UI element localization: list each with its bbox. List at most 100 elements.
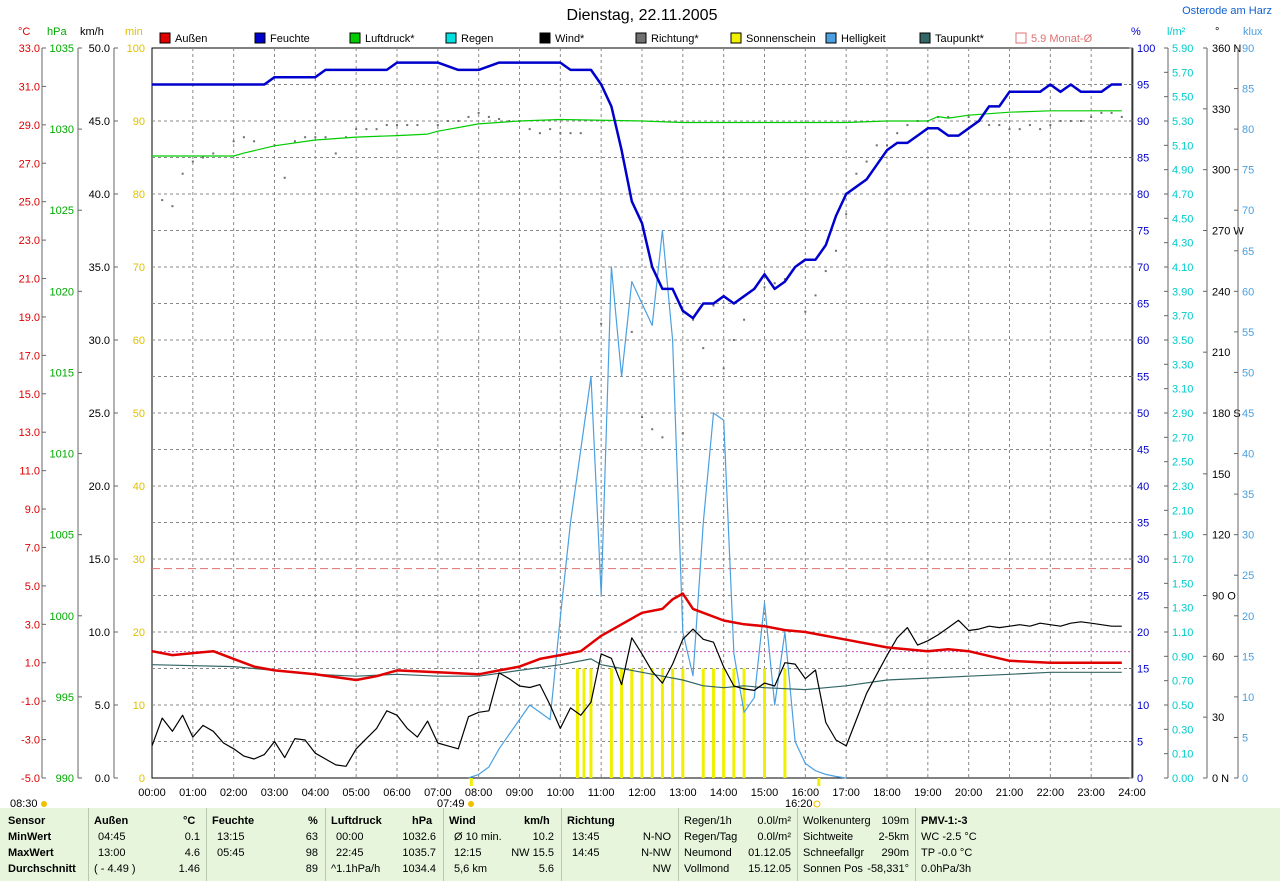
rain-axis-label: 5.70 bbox=[1172, 67, 1193, 79]
direction-point bbox=[732, 339, 735, 341]
neumond-label: Neumond bbox=[684, 847, 732, 859]
direction-point bbox=[508, 120, 511, 122]
direction-axis-label: 180 S bbox=[1212, 408, 1241, 420]
feuchte-min-value: 63 bbox=[305, 831, 318, 843]
direction-point bbox=[498, 117, 501, 120]
time-tick-label: 02:00 bbox=[220, 787, 248, 799]
rain-axis-label: 1.90 bbox=[1172, 530, 1193, 542]
plot-area bbox=[151, 61, 1132, 779]
luftdruck-unit: hPa bbox=[412, 815, 433, 827]
rain-axis-label: 3.70 bbox=[1172, 311, 1193, 323]
rain-axis-label: 5.30 bbox=[1172, 116, 1193, 128]
marker-left-label: 08:30 bbox=[10, 798, 38, 808]
time-tick-label: 13:00 bbox=[669, 787, 697, 799]
rain-axis-label: 4.90 bbox=[1172, 165, 1193, 177]
humidity-axis-label: 5 bbox=[1137, 737, 1143, 749]
sun-axis-label: 0 bbox=[139, 773, 145, 785]
direction-point bbox=[875, 144, 878, 147]
light-axis-label: 75 bbox=[1242, 165, 1254, 177]
pmv-windchill: WC -2.5 °C bbox=[921, 831, 977, 843]
light-axis-label: 85 bbox=[1242, 84, 1254, 96]
light-axis-label: 15 bbox=[1242, 651, 1254, 663]
time-tick-label: 22:00 bbox=[1037, 787, 1065, 799]
rain-axis-label: 5.50 bbox=[1172, 92, 1193, 104]
pressure-axis-label: 1010 bbox=[50, 449, 74, 461]
direction-point bbox=[549, 128, 552, 131]
temp-axis-label: 29.0 bbox=[19, 120, 40, 132]
direction-point bbox=[998, 124, 1001, 127]
direction-axis-label: 0 N bbox=[1212, 773, 1229, 785]
direction-point bbox=[1049, 124, 1052, 127]
direction-point bbox=[834, 249, 837, 252]
humidity-axis-label: 0 bbox=[1137, 773, 1143, 785]
wind-axis-label: 40.0 bbox=[89, 189, 110, 201]
legend-swatch bbox=[539, 32, 551, 44]
direction-point bbox=[743, 318, 746, 321]
legend: Außen Feuchte Luftdruck* Regen Wind* Richtung… bbox=[159, 32, 1093, 45]
time-tick-label: 20:00 bbox=[955, 787, 983, 799]
schnee-label: Schneefallgr bbox=[803, 847, 865, 859]
temp-axis-label: 27.0 bbox=[19, 158, 40, 170]
label-avg: Durchschnitt bbox=[8, 863, 76, 875]
rain-axis-label: 1.10 bbox=[1172, 627, 1193, 639]
direction-point bbox=[314, 136, 317, 139]
humidity-axis-label: 15 bbox=[1137, 664, 1149, 676]
direction-point bbox=[702, 347, 705, 350]
direction-point bbox=[232, 140, 235, 143]
time-tick-label: 17:00 bbox=[832, 787, 860, 799]
rain-axis-label: 2.50 bbox=[1172, 457, 1193, 469]
sun-axis-label: 70 bbox=[133, 262, 145, 274]
direction-point bbox=[824, 270, 827, 273]
time-tick-label: 10:00 bbox=[547, 787, 575, 799]
direction-axis-label: 240 bbox=[1212, 286, 1230, 298]
series-feuchte-line bbox=[152, 61, 1122, 320]
time-tick-label: 00:00 bbox=[138, 787, 166, 799]
humidity-axis-label: 65 bbox=[1137, 299, 1149, 311]
wind-axis-label: 15.0 bbox=[89, 554, 110, 566]
direction-point bbox=[283, 176, 286, 179]
legend-swatch bbox=[919, 32, 931, 44]
sunset-icon bbox=[813, 800, 821, 808]
sicht-label: Sichtweite bbox=[803, 831, 854, 843]
luftdruck-min-time: 00:00 bbox=[336, 831, 364, 843]
time-tick-label: 08:00 bbox=[465, 787, 493, 799]
humidity-axis-label: 90 bbox=[1137, 116, 1149, 128]
time-tick-label: 01:00 bbox=[179, 787, 207, 799]
direction-point bbox=[355, 128, 358, 131]
humidity-axis-label: 25 bbox=[1137, 591, 1149, 603]
rain-axis-label: 2.90 bbox=[1172, 408, 1193, 420]
direction-point bbox=[191, 160, 194, 163]
pressure-axis-label: 995 bbox=[56, 692, 74, 704]
light-axis-label: 45 bbox=[1242, 408, 1254, 420]
direction-point bbox=[1018, 128, 1021, 131]
rain-axis-label: 3.90 bbox=[1172, 286, 1193, 298]
aussen-max-time: 13:00 bbox=[98, 847, 126, 859]
direction-point bbox=[242, 136, 245, 139]
legend-swatch bbox=[825, 32, 837, 44]
rain-axis-label: 2.70 bbox=[1172, 432, 1193, 444]
legend-label: Richtung* bbox=[651, 33, 699, 45]
sun-axis-label: 30 bbox=[133, 554, 145, 566]
temp-axis-label: 5.0 bbox=[25, 581, 40, 593]
direction-point bbox=[600, 322, 603, 325]
time-tick-label: 15:00 bbox=[751, 787, 779, 799]
sun-axis-label: 20 bbox=[133, 627, 145, 639]
feuchte-max-time: 05:45 bbox=[217, 847, 245, 859]
temp-axis-label: 31.0 bbox=[19, 81, 40, 93]
aussen-min-time: 04:45 bbox=[98, 831, 126, 843]
legend-label: Sonnenschein bbox=[746, 33, 816, 45]
legend-swatch bbox=[635, 32, 647, 44]
richtung-max-value: N-NW bbox=[641, 847, 671, 859]
wind-axis-label: 5.0 bbox=[95, 700, 110, 712]
direction-axis-label: 120 bbox=[1212, 530, 1230, 542]
direction-axis-label: 360 N bbox=[1212, 43, 1241, 55]
direction-point bbox=[375, 128, 378, 131]
direction-point bbox=[967, 115, 970, 118]
light-axis-label: 5 bbox=[1242, 732, 1248, 744]
grid bbox=[151, 47, 1133, 779]
wind-unit: km/h bbox=[524, 815, 550, 827]
pressure-axis-label: 1030 bbox=[50, 124, 74, 136]
direction-axis-label: 270 W bbox=[1212, 226, 1244, 238]
direction-point bbox=[528, 128, 531, 131]
light-axis-label: 50 bbox=[1242, 367, 1254, 379]
